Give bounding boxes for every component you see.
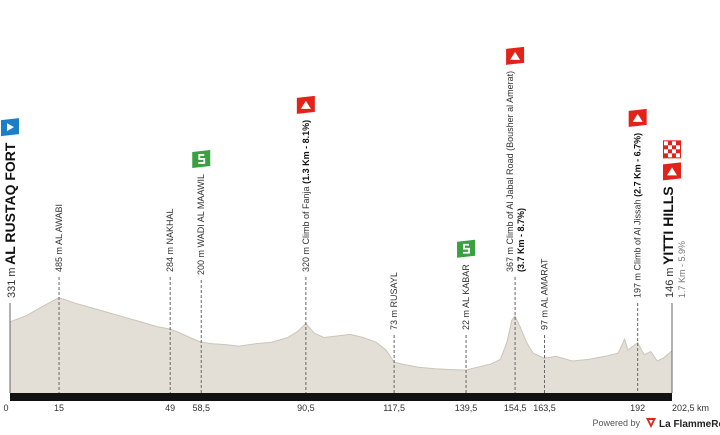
waypoint-elevation: 485 m	[54, 247, 64, 272]
x-tick-label: 154,5	[504, 403, 527, 413]
waypoint-text: 331 m AL RUSTAQ FORT	[2, 142, 18, 298]
climb-mountain	[667, 167, 677, 176]
waypoint-label: 22 m AL KABAR	[461, 264, 471, 330]
finish-check	[676, 153, 680, 158]
brand-logo	[646, 418, 656, 428]
waypoint-label: 73 m RUSAYL	[389, 272, 399, 330]
x-tick-label: 139,5	[455, 403, 478, 413]
start-arrow	[7, 123, 14, 132]
waypoint-name: AL KABAR	[461, 264, 471, 308]
waypoint-name: AL AMARAT	[540, 258, 550, 308]
waypoint-detail: (3.7 Km - 8.7%)	[516, 208, 526, 272]
finish-check	[672, 141, 676, 146]
finish-check	[668, 145, 672, 150]
x-tick-label: 49	[165, 403, 175, 413]
waypoint-text: 197 m Climb of Al Jissah (2.7 Km - 6.7%)	[633, 133, 643, 298]
waypoint-elevation: 320 m	[301, 247, 311, 272]
powered-by: Powered by	[592, 418, 640, 428]
waypoint-text: 73 m RUSAYL	[389, 272, 399, 330]
waypoint-label: 320 m Climb of Fanja (1.3 Km - 8.1%)	[301, 120, 311, 272]
x-tick-label: 163,5	[533, 403, 556, 413]
waypoint-elevation: 97 m	[540, 310, 550, 330]
waypoint-detail-line: (3.7 Km - 8.7%)	[516, 208, 526, 272]
waypoint-detail: 1.7 Km - 5.9%	[677, 241, 687, 298]
waypoint-text: 22 m AL KABAR	[461, 264, 471, 330]
finish-check	[676, 145, 680, 150]
waypoint-label: 97 m AL AMARAT	[540, 258, 550, 330]
x-tick-label: 0	[3, 403, 8, 413]
waypoint-name: RUSAYL	[389, 272, 399, 307]
x-tick-label: 58,5	[192, 403, 210, 413]
waypoint-text: 320 m Climb of Fanja (1.3 Km - 8.1%)	[301, 120, 311, 272]
waypoint-label: 331 m AL RUSTAQ FORT	[2, 142, 18, 298]
finish-check	[668, 153, 672, 158]
x-tick-label: 90,5	[297, 403, 315, 413]
finish-check	[664, 141, 668, 146]
sprint-s	[198, 154, 206, 164]
waypoint-elevation: 367 m	[505, 247, 515, 272]
x-tick-label: 202,5 km	[672, 403, 709, 413]
waypoint-name: WADI AL MAAWIL	[196, 174, 206, 248]
waypoint-detail: (1.3 Km - 8.1%)	[301, 120, 311, 184]
waypoint-elevation: 146 m	[664, 267, 676, 298]
waypoint-elevation: 200 m	[196, 250, 206, 275]
waypoint-label: 200 m WADI AL MAAWIL	[196, 174, 206, 275]
waypoint-detail-line: 1.7 Km - 5.9%	[677, 241, 687, 298]
waypoint-label: 284 m NAKHAL	[165, 208, 175, 272]
climb-mountain	[300, 100, 311, 109]
waypoint-name: AL RUSTAQ FORT	[2, 142, 18, 265]
logo-icon-inner	[649, 420, 653, 424]
waypoint-elevation: 22 m	[461, 310, 471, 330]
profile-fill	[10, 297, 672, 393]
waypoint-label: 485 m AL AWABI	[54, 204, 64, 272]
waypoint-elevation: 284 m	[165, 247, 175, 272]
waypoint-name: YITTI HILLS	[660, 186, 676, 265]
waypoint-name: Climb of Al Jabal Road (Bousher al Amera…	[505, 71, 515, 245]
waypoint-text: 146 m YITTI HILLS	[660, 186, 676, 298]
climb-mountain	[510, 51, 521, 60]
waypoint-name: AL AWABI	[54, 204, 64, 245]
waypoint-text: 284 m NAKHAL	[165, 208, 175, 272]
finish-check	[664, 149, 668, 154]
waypoint-name: Climb of Al Jissah	[633, 199, 643, 270]
waypoint-detail: (2.7 Km - 6.7%)	[633, 133, 643, 197]
waypoint-text: 367 m Climb of Al Jabal Road (Bousher al…	[505, 71, 515, 272]
waypoint-text: 97 m AL AMARAT	[540, 258, 550, 330]
waypoint-label: 367 m Climb of Al Jabal Road (Bousher al…	[505, 71, 526, 272]
distance-bar	[10, 393, 672, 401]
profile-line	[9, 297, 673, 371]
waypoint-elevation: 331 m	[6, 267, 18, 298]
brand: La FlammeRouge	[659, 419, 720, 430]
x-tick-label: 15	[54, 403, 64, 413]
waypoint-text: 485 m AL AWABI	[54, 204, 64, 272]
x-tick-label: 192	[630, 403, 645, 413]
x-tick-label: 117,5	[383, 403, 405, 413]
sprint-s	[463, 243, 470, 254]
waypoint-name: NAKHAL	[165, 208, 175, 244]
climb-mountain	[632, 113, 643, 122]
waypoint-label: 197 m Climb of Al Jissah (2.7 Km - 6.7%)	[633, 133, 643, 298]
finish-check	[672, 149, 676, 154]
waypoint-elevation: 197 m	[633, 273, 643, 298]
waypoint-name: Climb of Fanja	[301, 186, 311, 244]
waypoint-elevation: 73 m	[389, 310, 399, 330]
waypoint-text: 200 m WADI AL MAAWIL	[196, 174, 206, 275]
